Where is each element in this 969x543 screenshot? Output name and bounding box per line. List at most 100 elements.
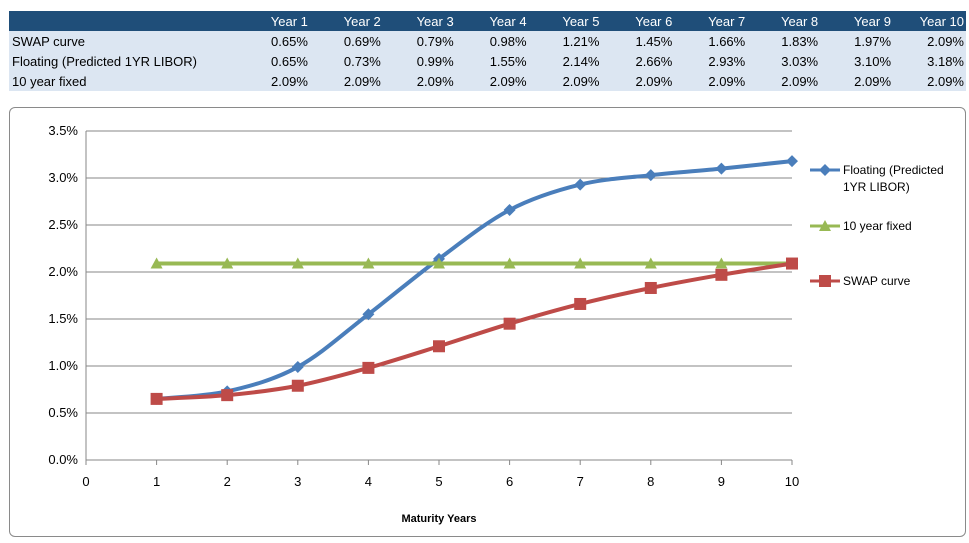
table-cell: 2.14% xyxy=(562,53,600,69)
header-cell: Year 7 xyxy=(674,11,748,31)
y-tick-label: 0.5% xyxy=(48,405,78,420)
table-cell: 0.65% xyxy=(271,33,308,49)
header-cell: Year 8 xyxy=(747,11,821,31)
table-cell: 1.55% xyxy=(489,53,527,69)
table-cell: 2.09% xyxy=(635,73,673,89)
table-cell: 0.79% xyxy=(416,33,454,49)
x-tick-label: 10 xyxy=(785,474,799,489)
y-tick-label: 2.5% xyxy=(48,217,78,232)
data-point xyxy=(150,257,163,269)
data-point xyxy=(291,379,304,392)
data-point xyxy=(503,257,516,269)
header-cell: Year 4 xyxy=(455,11,529,31)
table-cell: 2.66% xyxy=(635,53,673,69)
table-cell: 3.18% xyxy=(927,53,964,69)
series-line xyxy=(154,159,794,401)
table-cell: 2.09% xyxy=(562,73,600,89)
x-tick-label: 3 xyxy=(294,474,301,489)
data-point xyxy=(221,389,234,402)
data-point xyxy=(715,268,728,281)
header-cell: Year 1 xyxy=(237,11,310,31)
table-header-row: Year 1 Year 2 Year 3 Year 4 Year 5 Year … xyxy=(9,11,966,31)
x-tick-label: 7 xyxy=(577,474,584,489)
legend-marker xyxy=(819,220,831,231)
table-cell: 2.09% xyxy=(927,33,964,49)
y-tick-label: 1.5% xyxy=(48,311,78,326)
data-point xyxy=(291,360,304,373)
data-point xyxy=(433,340,445,353)
legend-label: SWAP curve xyxy=(843,274,911,288)
table-cell: 0.98% xyxy=(489,33,527,49)
table-cell: 2.93% xyxy=(708,53,746,69)
table-cell: 2.09% xyxy=(927,73,964,89)
table-cell: 0.69% xyxy=(343,33,381,49)
x-tick-label: 2 xyxy=(224,474,231,489)
legend-marker xyxy=(819,164,831,176)
data-point xyxy=(433,257,445,269)
data-point xyxy=(715,162,728,175)
legend-label: 10 year fixed xyxy=(843,219,912,233)
data-point xyxy=(574,178,587,191)
data-point xyxy=(362,257,375,269)
data-point xyxy=(644,281,657,294)
table-cell: 2.09% xyxy=(416,73,454,89)
row-label: 10 year fixed xyxy=(12,73,87,89)
y-tick-label: 2.0% xyxy=(48,264,78,279)
data-point xyxy=(574,297,587,310)
data-point xyxy=(644,257,657,269)
data-point xyxy=(221,257,234,269)
row-label: SWAP curve xyxy=(12,33,85,49)
row-label: Floating (Predicted 1YR LIBOR) xyxy=(12,53,197,69)
legend-label: 1YR LIBOR) xyxy=(843,180,910,194)
x-tick-label: 6 xyxy=(506,474,513,489)
table-cell: 2.09% xyxy=(854,73,892,89)
legend-label: Floating (Predicted xyxy=(843,163,944,177)
data-point xyxy=(644,169,657,182)
data-point xyxy=(715,257,728,269)
series-line xyxy=(154,261,794,401)
header-cell: Year 2 xyxy=(309,11,383,31)
header-cell: Year 10 xyxy=(893,11,966,31)
y-tick-label: 0.0% xyxy=(48,452,78,467)
data-point xyxy=(503,317,516,330)
header-cell: Year 9 xyxy=(820,11,894,31)
table-row: 10 year fixed 2.09% 2.09% 2.09% 2.09% 2.… xyxy=(9,71,966,91)
data-point xyxy=(574,257,587,269)
x-tick-label: 8 xyxy=(647,474,654,489)
line-chart: 0.0% 0.5% 1.0% 1.5% 2.0% 2.5% 3.0% 3.5% 0 1 2 3 4 5 6 7… xyxy=(48,123,944,525)
table-cell: 1.83% xyxy=(781,33,819,49)
data-point xyxy=(291,257,304,269)
legend-marker xyxy=(819,275,831,287)
table-cell: 3.10% xyxy=(854,53,892,69)
data-point xyxy=(786,257,798,270)
table-cell: 0.73% xyxy=(343,53,381,69)
table-cell: 2.09% xyxy=(708,73,746,89)
header-cell: Year 5 xyxy=(528,11,602,31)
table-cell: 1.21% xyxy=(562,33,600,49)
header-cell xyxy=(9,11,237,31)
x-tick-label: 9 xyxy=(718,474,725,489)
table-row: SWAP curve 0.65% 0.69% 0.79% 0.98% 1.21%… xyxy=(9,31,966,51)
data-point xyxy=(150,392,163,405)
table-cell: 2.09% xyxy=(781,73,819,89)
header-cell: Year 6 xyxy=(601,11,675,31)
table-cell: 1.45% xyxy=(635,33,673,49)
x-tick-label: 4 xyxy=(365,474,372,489)
table-row: Floating (Predicted 1YR LIBOR) 0.65% 0.7… xyxy=(9,51,966,71)
table-cell: 2.09% xyxy=(271,73,308,89)
rates-table: Year 1 Year 2 Year 3 Year 4 Year 5 Year … xyxy=(9,11,966,91)
y-tick-label: 3.5% xyxy=(48,123,78,138)
x-tick-label: 1 xyxy=(153,474,160,489)
x-tick-label: 5 xyxy=(435,474,442,489)
data-point xyxy=(362,308,375,321)
header-cell: Year 3 xyxy=(382,11,456,31)
data-point xyxy=(503,203,516,216)
table-cell: 1.66% xyxy=(708,33,746,49)
data-point xyxy=(362,361,375,374)
table-cell: 1.97% xyxy=(854,33,892,49)
table-cell: 0.65% xyxy=(271,53,308,69)
table-cell: 0.99% xyxy=(416,53,454,69)
y-tick-label: 1.0% xyxy=(48,358,78,373)
table-cell: 2.09% xyxy=(489,73,527,89)
data-point xyxy=(786,155,798,168)
